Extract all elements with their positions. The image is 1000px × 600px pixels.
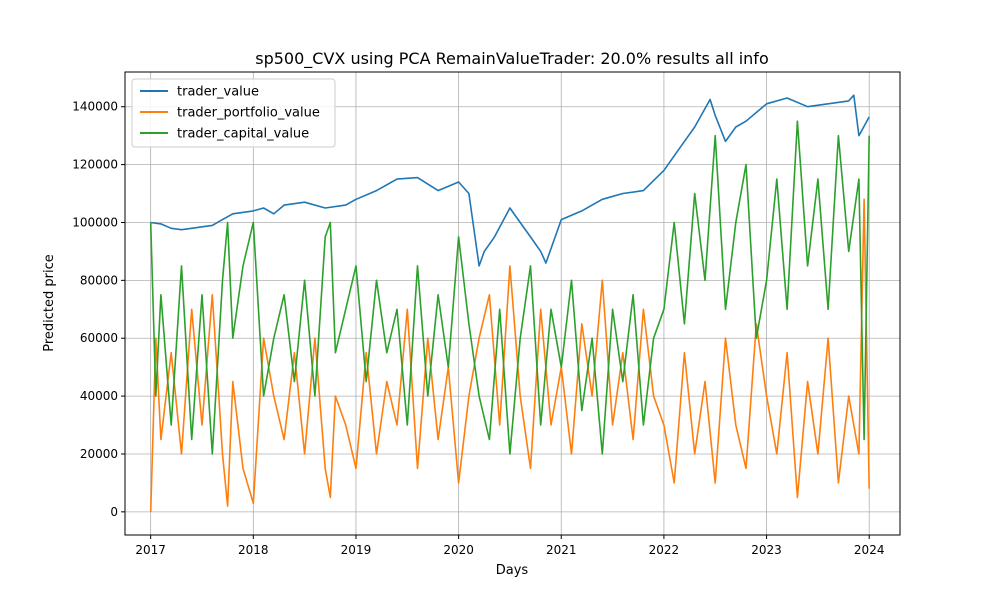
x-tick-label: 2023 — [751, 543, 782, 557]
y-tick-label: 0 — [110, 505, 118, 519]
legend-label-trader-portfolio-value: trader_portfolio_value — [177, 106, 320, 121]
y-tick-label: 40000 — [80, 389, 118, 403]
legend-box — [131, 78, 336, 148]
series-line-trader-capital-value — [149, 120, 870, 455]
legend-label-trader-capital-value: trader_capital_value — [177, 127, 309, 142]
series-line-trader-value — [150, 94, 870, 267]
x-tick-label: 2018 — [238, 543, 269, 557]
x-tick-label: 2017 — [135, 543, 166, 557]
x-axis: 2017 2018 2019 2020 2021 2022 2023 2024 — [135, 535, 884, 557]
x-tick-label: 2020 — [443, 543, 474, 557]
y-tick-label: 60000 — [80, 331, 118, 345]
y-tick-label: 100000 — [72, 215, 118, 229]
x-tick-label: 2019 — [341, 543, 372, 557]
y-tick-label: 120000 — [72, 158, 118, 172]
y-axis-label: Predicted price — [42, 254, 57, 352]
x-tick-label: 2022 — [649, 543, 680, 557]
x-tick-label: 2024 — [854, 543, 885, 557]
series-lines — [149, 94, 870, 512]
legend-label-trader-value: trader_value — [177, 85, 259, 100]
legend: trader_value trader_portfolio_valuetrader… — [131, 78, 336, 148]
y-tick-label: 140000 — [72, 100, 118, 114]
series-line-trader-portfolio-value — [149, 198, 870, 512]
x-tick-label: 2021 — [546, 543, 577, 557]
plot-frame — [124, 71, 901, 536]
x-axis-label: Days — [496, 563, 529, 578]
y-tick-label: 80000 — [80, 273, 118, 287]
y-tick-label: 20000 — [80, 447, 118, 461]
y-axis: 0 20000 40000 60000 80000 100000 120000 140000 — [72, 100, 125, 519]
chart-title: sp500_CVX using PCA RemainValueTrader: 2… — [255, 49, 768, 69]
